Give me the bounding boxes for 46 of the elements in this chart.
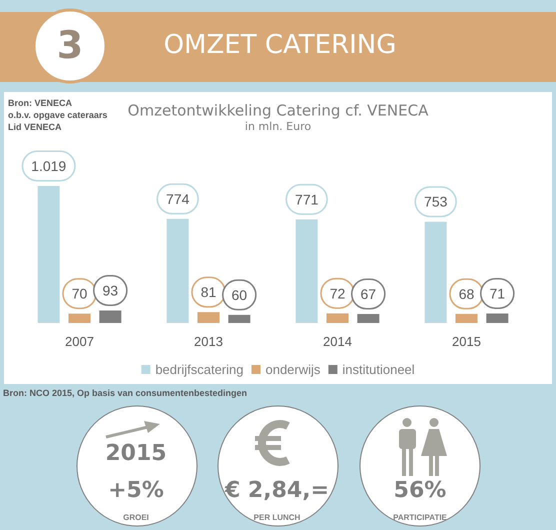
- data-label: 753: [424, 194, 448, 210]
- data-label: 774: [166, 190, 190, 207]
- bar: [456, 314, 478, 323]
- text: 3: [56, 23, 84, 68]
- text: o.b.v. opgave cateraars: [8, 110, 108, 120]
- x-tick-label: 2007: [65, 334, 94, 349]
- data-label: 1.019: [31, 158, 66, 174]
- text: +5%: [108, 478, 164, 503]
- bar: [296, 219, 318, 323]
- legend-label: bedrijfscatering: [155, 362, 244, 377]
- text: Lid VENECA: [8, 122, 62, 132]
- data-label: 71: [490, 285, 506, 302]
- data-label: 771: [295, 191, 319, 208]
- bar: [228, 314, 250, 323]
- x-tick-label: 2014: [323, 334, 352, 349]
- text: 2015: [104, 440, 168, 468]
- bar: [326, 313, 348, 323]
- text: GROEI: [123, 513, 149, 522]
- text: € 2,84,=: [224, 478, 330, 503]
- bar: [424, 222, 447, 323]
- legend-label: onderwijs: [265, 362, 321, 377]
- bar: [68, 314, 90, 323]
- bar: [166, 218, 189, 323]
- data-label: 68: [458, 286, 474, 302]
- bar: [38, 186, 60, 323]
- bar: [99, 310, 122, 323]
- text: OMZET CATERING: [162, 30, 398, 62]
- legend-label: institutioneel: [342, 362, 415, 377]
- data-label: 60: [232, 286, 248, 303]
- text: PER LUNCH: [254, 513, 300, 522]
- text: Bron: NCO 2015, Op basis van consumentenbestedingen: [3, 388, 248, 398]
- bar: [486, 313, 508, 323]
- data-label: 93: [102, 282, 118, 298]
- data-label: 81: [200, 284, 216, 300]
- x-tick-label: 2015: [452, 334, 481, 349]
- text: PARTICIPATIE: [393, 513, 447, 522]
- bar: [198, 312, 220, 323]
- text: Bron: VENECA: [8, 98, 72, 108]
- bar: [357, 314, 380, 323]
- chart-subtitle: in mln. Euro: [244, 120, 312, 133]
- data-label: 67: [360, 286, 376, 302]
- text: 56%: [394, 478, 446, 503]
- x-tick-label: 2013: [194, 334, 223, 349]
- data-label: 72: [330, 285, 346, 302]
- chart-title: Omzetontwikkeling Catering cf. VENECA: [128, 102, 430, 120]
- data-label: 70: [72, 286, 88, 302]
